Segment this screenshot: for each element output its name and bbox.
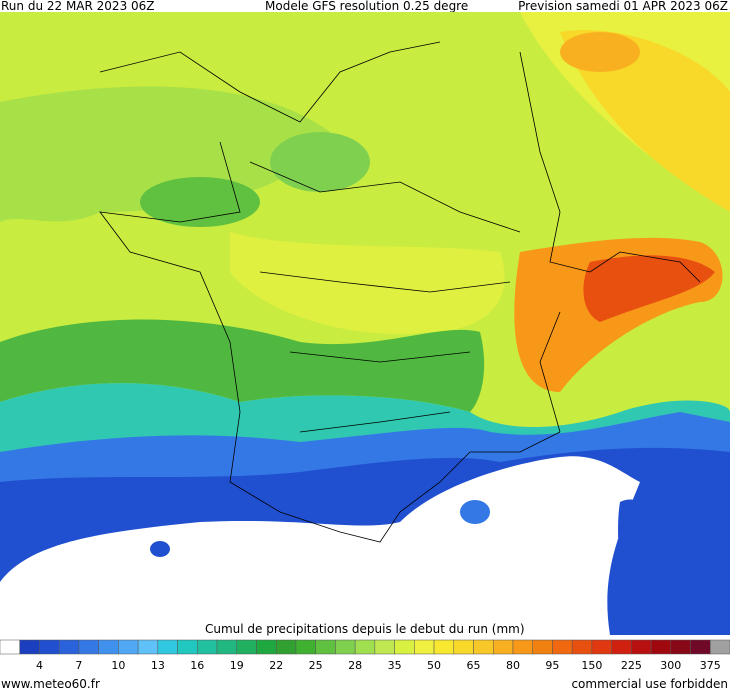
- site-label: www.meteo60.fr: [1, 677, 100, 690]
- legend-label: 65: [467, 659, 481, 672]
- color-swatch: [473, 639, 494, 655]
- color-swatch: [354, 639, 376, 655]
- color-swatch: [611, 639, 632, 655]
- color-swatch: [157, 639, 178, 655]
- color-swatch: [335, 639, 356, 655]
- color-swatch: [512, 639, 533, 655]
- legend-label: 7: [75, 659, 82, 672]
- color-swatch: [216, 639, 238, 655]
- legend-label: 10: [111, 659, 125, 672]
- color-swatch: [236, 639, 257, 655]
- field-blue: [150, 541, 170, 557]
- legend-label: 150: [581, 659, 602, 672]
- field-orange: [560, 32, 640, 72]
- legend-label: 13: [151, 659, 165, 672]
- license-label: commercial use forbidden: [571, 677, 728, 690]
- color-swatch: [670, 639, 691, 655]
- field-gold: [560, 30, 730, 212]
- color-swatch: [571, 639, 593, 655]
- legend-label: 375: [700, 659, 721, 672]
- color-swatch: [552, 639, 573, 655]
- field-green: [140, 177, 260, 227]
- legend-label: 25: [309, 659, 323, 672]
- color-swatch: [453, 639, 474, 655]
- color-swatch: [275, 639, 297, 655]
- map: [0, 12, 730, 635]
- color-swatch: [315, 639, 336, 655]
- color-swatch: [492, 639, 514, 655]
- color-swatch: [98, 639, 119, 655]
- color-swatch: [118, 639, 139, 655]
- field-red: [583, 255, 715, 322]
- field-green: [270, 132, 370, 192]
- color-swatch: [197, 639, 218, 655]
- colorbar: 4 7 10 13 16 19 22 25 28 35 50 65 80 95 150 225 300 375: [0, 639, 730, 672]
- forecast-label: Prevision samedi 01 APR 2023 06Z: [518, 0, 728, 13]
- legend-label: 95: [545, 659, 559, 672]
- color-swatch: [0, 639, 20, 655]
- legend-label: 80: [506, 659, 520, 672]
- legend-label: 50: [427, 659, 441, 672]
- color-swatch: [58, 639, 80, 655]
- color-swatch: [532, 639, 553, 655]
- color-swatch: [374, 639, 395, 655]
- color-swatch: [650, 639, 672, 655]
- field-green: [0, 319, 485, 412]
- legend-label: 16: [190, 659, 204, 672]
- color-swatch: [177, 639, 198, 655]
- color-swatch: [295, 639, 316, 655]
- color-swatch: [19, 639, 40, 655]
- field-yellow: [230, 232, 505, 334]
- run-label: Run du 22 MAR 2023 06Z: [1, 0, 155, 13]
- color-swatch: [78, 639, 99, 655]
- legend-label: 4: [36, 659, 43, 672]
- color-swatch: [433, 639, 455, 655]
- legend-label: 35: [388, 659, 402, 672]
- field-blue: [460, 500, 490, 524]
- legend-label: 300: [660, 659, 681, 672]
- legend-label: 22: [269, 659, 283, 672]
- legend-title: Cumul de precipitations depuis le debut …: [205, 622, 525, 636]
- legend-label: 225: [621, 659, 642, 672]
- corsica: [618, 499, 653, 612]
- color-swatch: [690, 639, 711, 655]
- color-swatch: [710, 639, 730, 655]
- model-label: Modele GFS resolution 0.25 degre: [265, 0, 469, 13]
- field-yellow: [0, 12, 730, 212]
- legend-label: 19: [230, 659, 244, 672]
- color-swatch: [414, 639, 435, 655]
- color-swatch: [394, 639, 415, 655]
- color-swatch: [631, 639, 652, 655]
- color-swatch: [137, 639, 159, 655]
- borders: [99, 41, 701, 543]
- legend-label: 28: [348, 659, 362, 672]
- color-swatch: [591, 639, 612, 655]
- color-swatch: [256, 639, 277, 655]
- color-swatch: [39, 639, 60, 655]
